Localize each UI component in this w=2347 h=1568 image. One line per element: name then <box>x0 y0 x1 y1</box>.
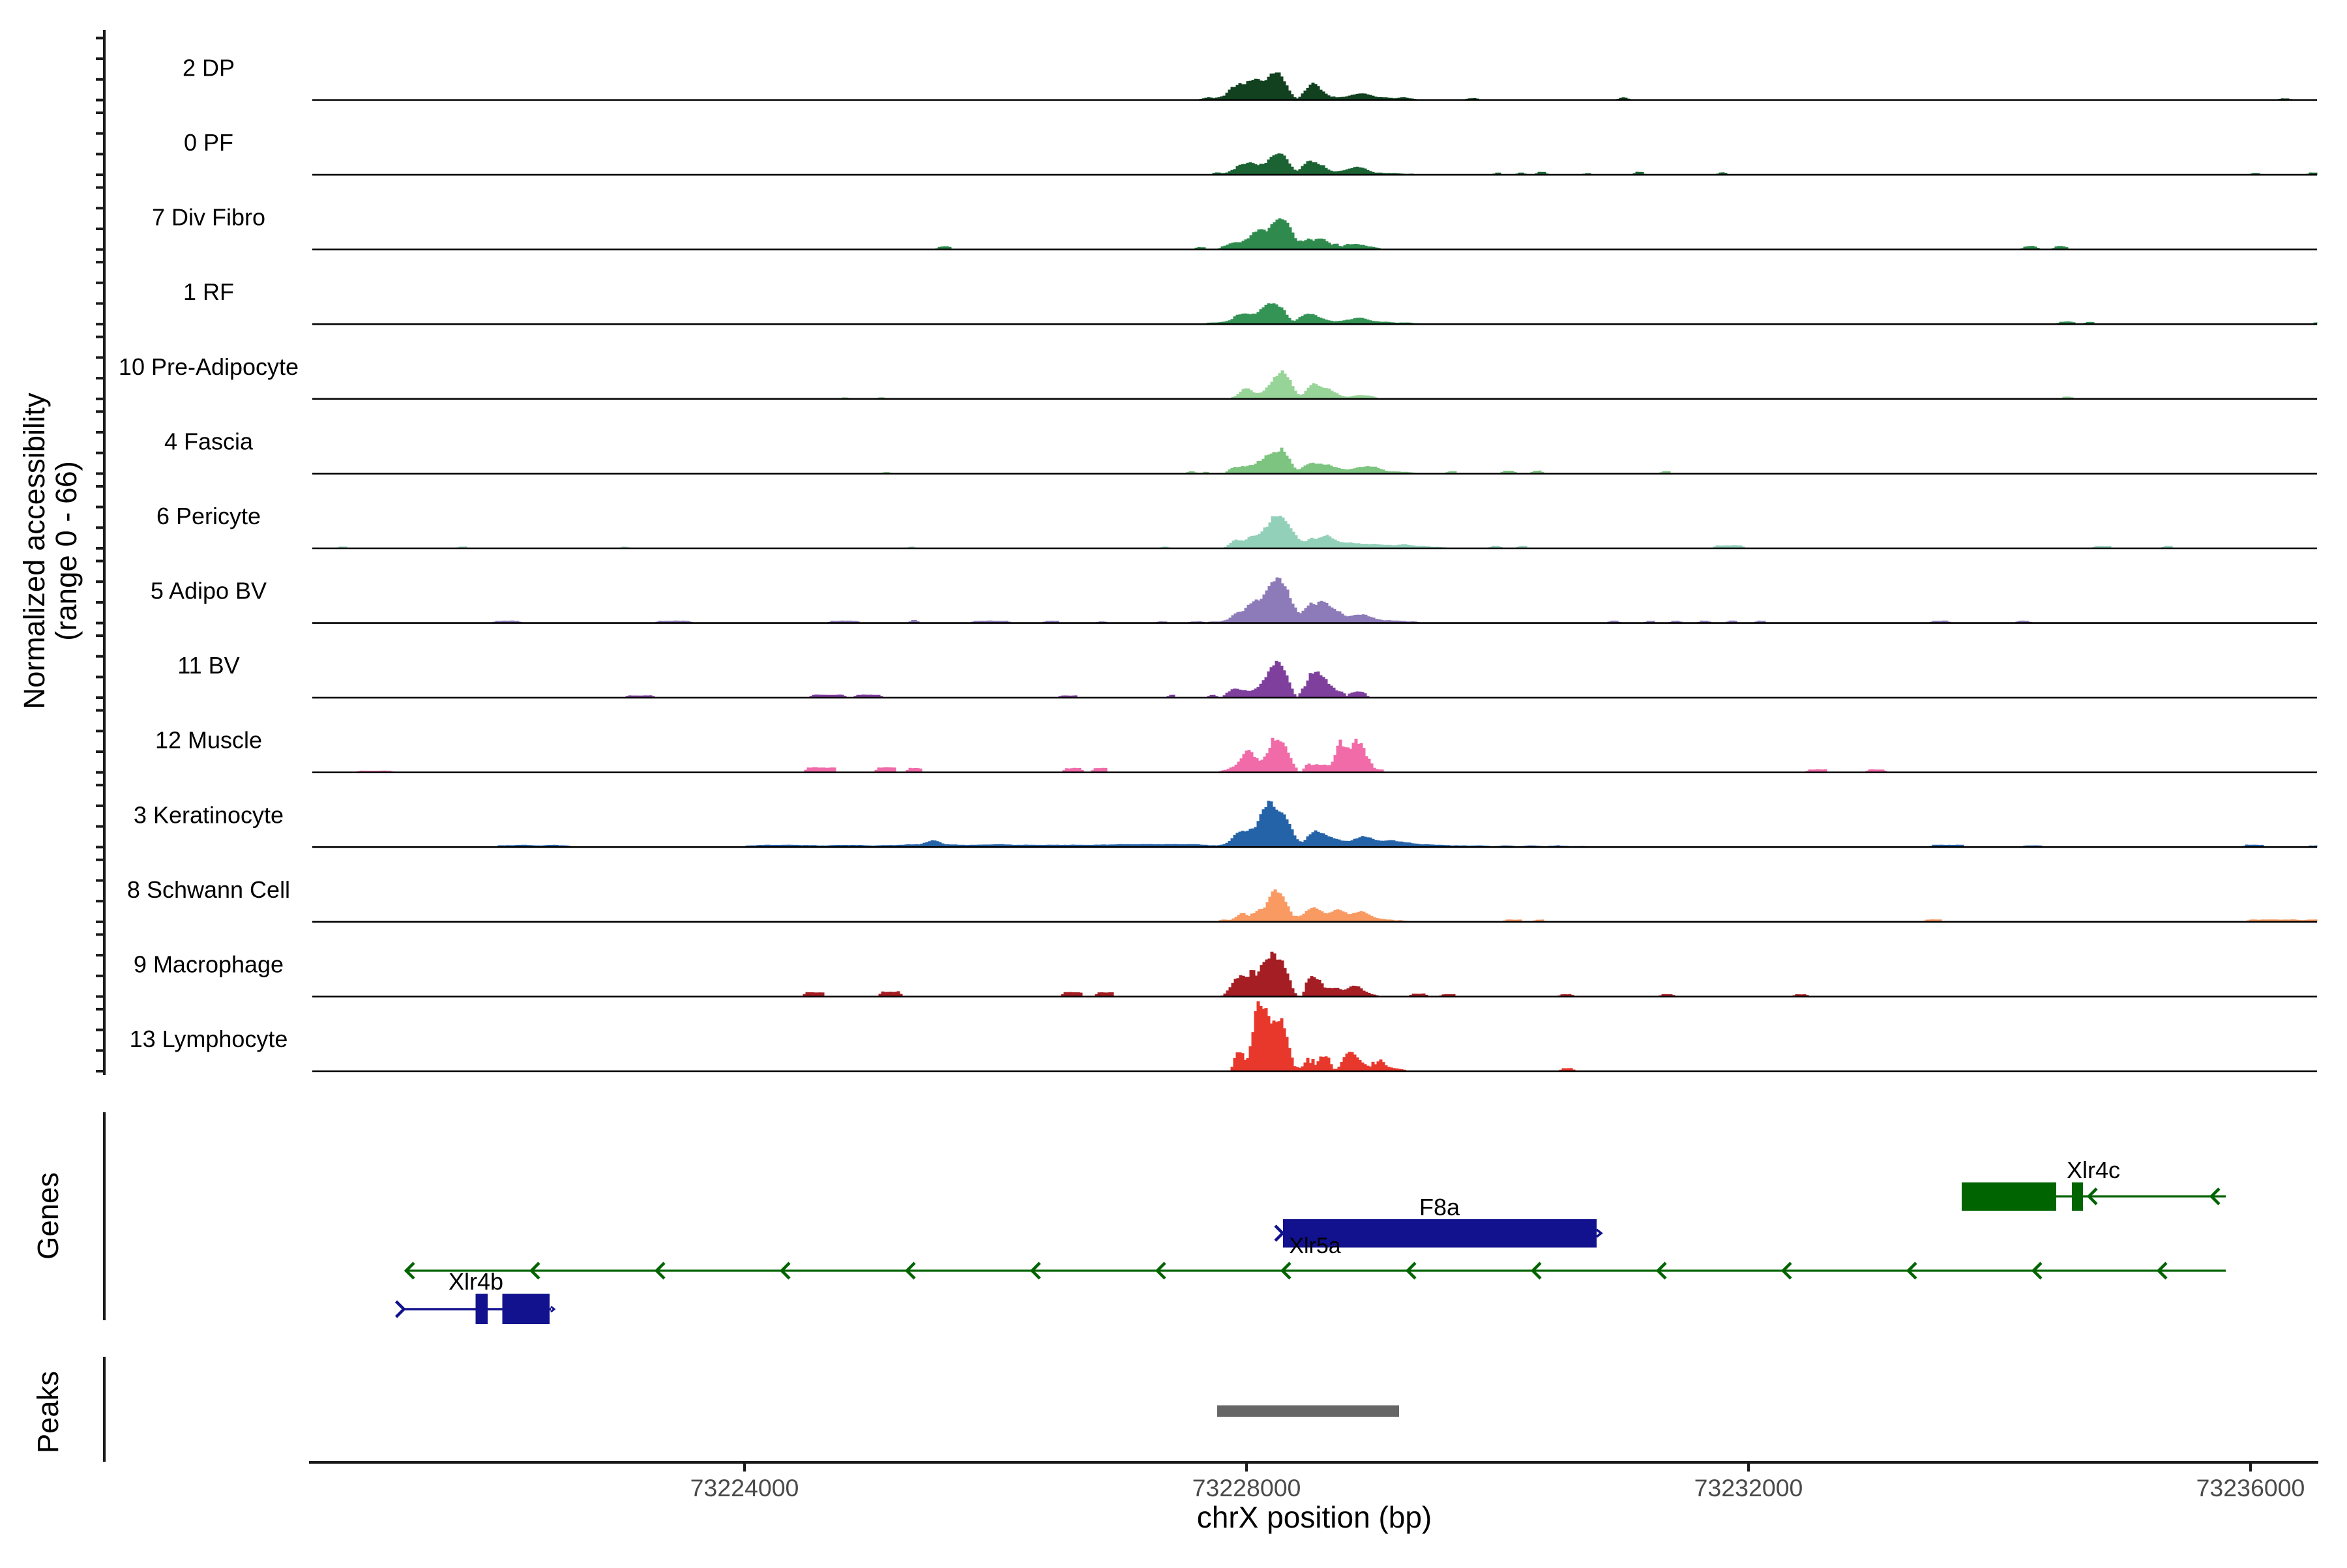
svg-text:Xlr4c: Xlr4c <box>2067 1157 2120 1183</box>
svg-text:Normalized accessibility: Normalized accessibility <box>18 392 51 709</box>
svg-text:9 Macrophage: 9 Macrophage <box>134 951 284 978</box>
svg-text:73232000: 73232000 <box>1694 1474 1803 1501</box>
svg-text:7 Div Fibro: 7 Div Fibro <box>152 204 265 231</box>
svg-text:13 Lymphocyte: 13 Lymphocyte <box>130 1026 288 1052</box>
svg-text:73236000: 73236000 <box>2196 1474 2305 1501</box>
svg-text:2 DP: 2 DP <box>183 55 235 81</box>
svg-text:Peaks: Peaks <box>31 1371 65 1453</box>
svg-text:12 Muscle: 12 Muscle <box>155 727 262 754</box>
svg-text:6 Pericyte: 6 Pericyte <box>156 503 261 529</box>
svg-text:4 Fascia: 4 Fascia <box>164 428 254 454</box>
svg-text:5 Adipo BV: 5 Adipo BV <box>151 578 267 604</box>
svg-text:10 Pre-Adipocyte: 10 Pre-Adipocyte <box>119 353 299 380</box>
svg-text:F8a: F8a <box>1419 1194 1460 1220</box>
svg-text:chrX position (bp): chrX position (bp) <box>1197 1500 1432 1534</box>
svg-text:(range 0 - 66): (range 0 - 66) <box>50 461 83 641</box>
svg-text:73228000: 73228000 <box>1192 1474 1301 1501</box>
svg-text:Genes: Genes <box>31 1172 65 1260</box>
svg-text:Xlr4b: Xlr4b <box>449 1268 503 1295</box>
svg-text:Xlr5a: Xlr5a <box>1289 1234 1340 1258</box>
svg-text:0 PF: 0 PF <box>184 129 233 156</box>
svg-text:8 Schwann Cell: 8 Schwann Cell <box>127 876 290 903</box>
svg-text:73224000: 73224000 <box>690 1474 799 1501</box>
svg-text:11 BV: 11 BV <box>177 652 239 679</box>
svg-text:1 RF: 1 RF <box>183 278 234 305</box>
svg-text:3 Keratinocyte: 3 Keratinocyte <box>134 801 284 828</box>
